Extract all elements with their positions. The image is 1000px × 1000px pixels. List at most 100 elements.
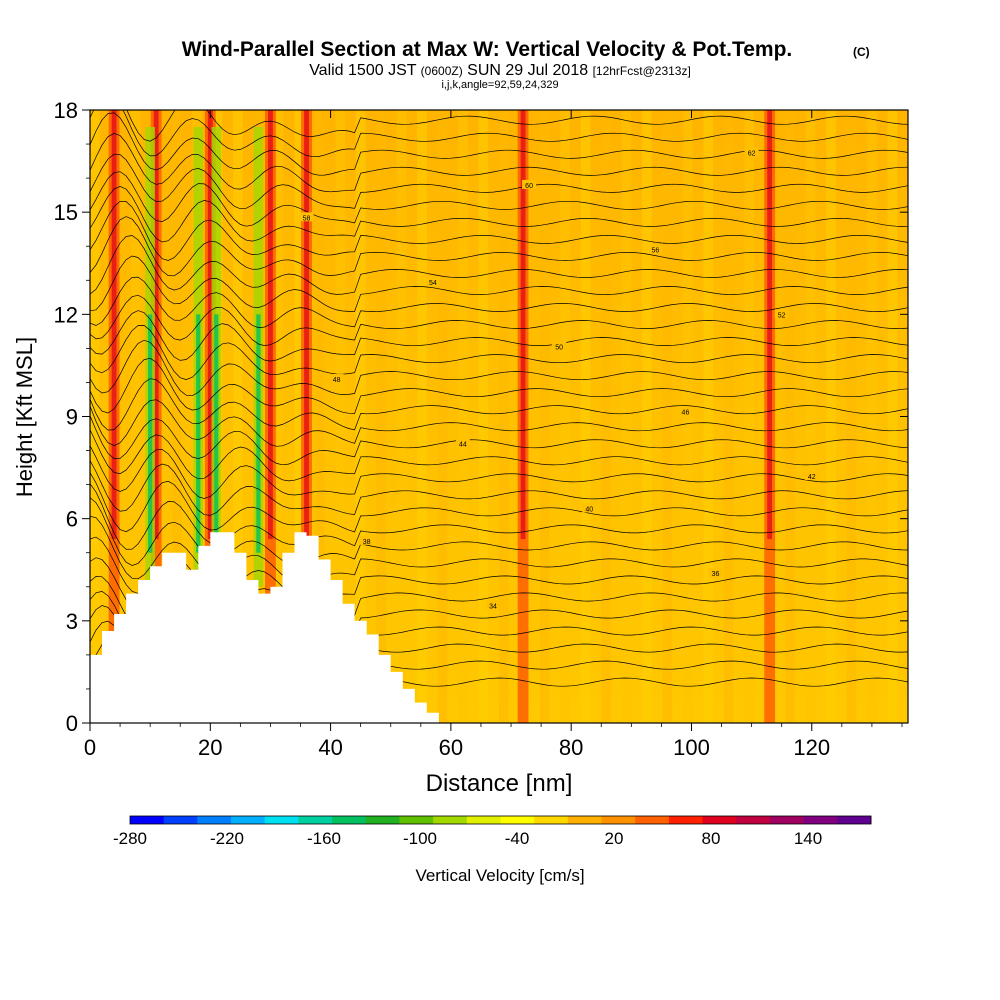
theta-contour xyxy=(90,112,908,176)
svg-text:56: 56 xyxy=(651,248,659,255)
colorbar-tick-label: -220 xyxy=(210,829,244,848)
colorbar-tick-label: 80 xyxy=(702,829,721,848)
colorbar-tick-label: -280 xyxy=(113,829,147,848)
field-stripe xyxy=(887,110,898,723)
x-axis: 0 20 40 60 80 100 120 xyxy=(84,110,903,760)
updraft-core xyxy=(153,110,159,540)
valid-date: SUN 29 Jul 2018 xyxy=(467,62,588,79)
field-stripe xyxy=(499,110,509,723)
downdraft-core xyxy=(256,314,261,553)
downdraft-core xyxy=(148,314,153,553)
chart-title: Wind-Parallel Section at Max W: Vertical… xyxy=(182,38,793,61)
field-stripe xyxy=(867,110,877,723)
colorbar-swatch xyxy=(500,816,535,824)
colorbar-frame xyxy=(129,815,872,825)
theta-contour-label: 54 xyxy=(425,276,440,287)
field-stripe xyxy=(314,110,325,723)
valid-time-line: Valid 1500 JST (0600Z) SUN 29 Jul 2018 [… xyxy=(309,62,691,79)
terrain-mask xyxy=(90,532,439,723)
theta-contour-label: 44 xyxy=(455,438,470,449)
svg-text:42: 42 xyxy=(808,474,816,481)
svg-text:60: 60 xyxy=(525,183,533,190)
theta-contour-label: 56 xyxy=(648,244,663,255)
field-stripe xyxy=(560,110,570,723)
colorbar-tick-label: 20 xyxy=(605,829,624,848)
y-tick-label: 6 xyxy=(66,507,78,532)
theta-contour xyxy=(90,429,908,482)
theta-contour xyxy=(90,186,908,243)
theta-contour xyxy=(90,276,908,328)
field-stripe xyxy=(417,110,427,723)
theta-contour xyxy=(90,171,908,227)
svg-text:52: 52 xyxy=(778,312,786,319)
field-stripe xyxy=(785,110,795,723)
theta-contour-label: 52 xyxy=(774,309,789,319)
field-stripe xyxy=(642,110,652,723)
svg-text:40: 40 xyxy=(585,506,593,513)
downdraft-core xyxy=(214,314,219,553)
x-tick-label: 80 xyxy=(559,735,583,760)
field-stripe xyxy=(805,110,816,723)
plot-area: 32343638404244464850525456586062 xyxy=(90,110,908,723)
colorbar-swatch xyxy=(298,816,333,824)
field-stripe xyxy=(130,110,141,723)
y-axis-label: Height [Kft MSL] xyxy=(12,337,37,497)
forecast-label: [12hrFcst@2313z] xyxy=(593,64,691,78)
valid-prefix: Valid 1500 JST xyxy=(309,62,417,79)
x-tick-label: 20 xyxy=(198,735,222,760)
theta-contour-label: 48 xyxy=(329,374,344,384)
y-tick-label: 0 xyxy=(66,711,78,736)
colorbar-swatch xyxy=(264,816,299,824)
theta-contour xyxy=(90,399,908,447)
field-stripe xyxy=(744,110,755,723)
colorbar-swatch xyxy=(433,816,468,824)
updraft-core xyxy=(207,110,213,540)
colorbar-swatch xyxy=(365,816,400,824)
colorbar-swatch xyxy=(567,816,603,824)
svg-text:44: 44 xyxy=(459,442,467,449)
field-stripe xyxy=(621,110,632,723)
theta-contour xyxy=(90,110,908,158)
svg-text:50: 50 xyxy=(555,345,563,352)
field-stripe xyxy=(90,110,100,723)
theta-contour-label: 60 xyxy=(522,179,537,190)
svg-text:38: 38 xyxy=(363,539,371,546)
colorbar: -280 -220 -160 -100 -40 20 80 140 xyxy=(113,815,872,848)
x-axis-label: Distance [nm] xyxy=(426,770,573,797)
theta-contour xyxy=(90,378,908,431)
colorbar-swatch xyxy=(332,816,367,824)
y-tick-label: 9 xyxy=(66,405,78,430)
colorbar-swatch xyxy=(668,816,704,824)
colorbar-tick-label: -100 xyxy=(403,829,437,848)
svg-text:46: 46 xyxy=(682,409,690,416)
colorbar-swatch xyxy=(736,816,771,824)
colorbar-swatch xyxy=(803,816,838,824)
theta-contour-label: 34 xyxy=(485,600,500,611)
theta-contour-label: 46 xyxy=(678,406,693,416)
colorbar-tick-label: -40 xyxy=(505,829,530,848)
y-tick-label: 15 xyxy=(54,200,78,225)
theta-contour xyxy=(90,153,908,210)
colorbar-swatch xyxy=(231,816,266,824)
x-tick-label: 120 xyxy=(793,735,830,760)
theta-contour xyxy=(90,133,908,193)
copyright-mark: (C) xyxy=(853,45,870,59)
svg-text:58: 58 xyxy=(303,215,311,222)
svg-text:34: 34 xyxy=(489,604,497,611)
field-stripe xyxy=(846,110,857,723)
field-stripe xyxy=(580,110,591,723)
x-tick-label: 60 xyxy=(439,735,463,760)
colorbar-tick-label: 140 xyxy=(794,829,822,848)
svg-text:36: 36 xyxy=(712,571,720,578)
svg-text:54: 54 xyxy=(429,280,437,287)
indices-label: i,j,k,angle=92,59,24,329 xyxy=(441,79,558,91)
colorbar-swatch xyxy=(163,816,198,824)
colorbar-swatch xyxy=(601,816,636,824)
theta-contour xyxy=(90,200,908,261)
colorbar-swatch xyxy=(837,816,872,824)
colorbar-swatch xyxy=(197,816,232,824)
field-stripe xyxy=(171,110,182,723)
colorbar-label: Vertical Velocity [cm/s] xyxy=(415,866,584,885)
theta-contour-label: 42 xyxy=(804,471,819,481)
